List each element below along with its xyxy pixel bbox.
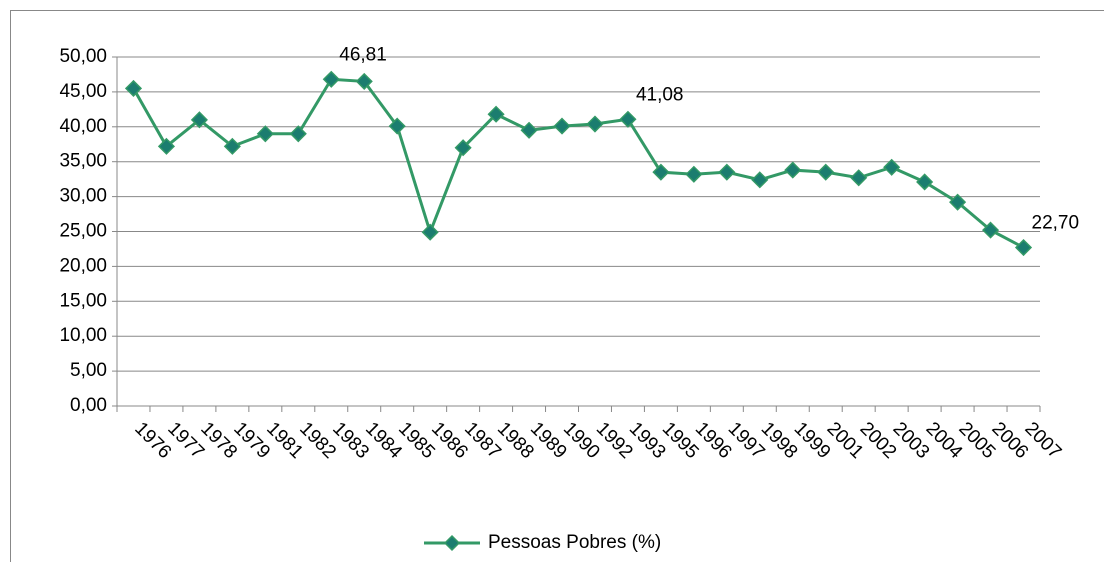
x-tick-label: 2005 (955, 418, 1000, 463)
y-tick-label: 15,00 (59, 290, 107, 311)
y-tick-label: 10,00 (59, 325, 107, 346)
x-tick-label: 1979 (229, 418, 274, 463)
data-point (454, 139, 472, 157)
x-tick-label: 1988 (493, 418, 538, 463)
data-label: 46,81 (339, 44, 387, 65)
legend-marker (443, 534, 461, 552)
data-point (883, 158, 901, 176)
data-point (289, 125, 307, 143)
data-point (949, 193, 967, 211)
x-tick-label: 1995 (658, 418, 703, 463)
data-point (421, 223, 439, 241)
x-tick-label: 2002 (856, 418, 901, 463)
y-tick-label: 50,00 (59, 46, 107, 67)
x-tick-label: 2003 (889, 418, 934, 463)
y-tick-label: 5,00 (70, 360, 107, 381)
x-tick-label: 1990 (559, 418, 604, 463)
x-tick-label: 1984 (361, 418, 406, 463)
data-point (652, 163, 670, 181)
y-tick-label: 45,00 (59, 81, 107, 102)
data-point (751, 171, 769, 189)
data-point (981, 221, 1000, 239)
data-point (1014, 238, 1033, 257)
x-tick-label: 1981 (262, 418, 307, 463)
chart-frame (10, 10, 1104, 562)
x-tick-label: 1999 (790, 418, 835, 463)
data-label: 22,70 (1032, 213, 1080, 234)
data-point (190, 111, 208, 129)
x-tick-label: 2004 (922, 418, 967, 463)
data-point (322, 70, 340, 88)
data-point (223, 137, 241, 155)
data-point (256, 125, 274, 143)
y-tick-label: 20,00 (59, 255, 107, 276)
x-tick-label: 1992 (592, 418, 637, 463)
data-point (586, 115, 604, 133)
y-tick-label: 0,00 (70, 395, 107, 416)
data-point (850, 169, 868, 187)
data-point (487, 105, 505, 123)
x-tick-label: 1977 (163, 418, 208, 463)
data-point (124, 79, 143, 97)
x-tick-label: 1978 (196, 418, 241, 463)
data-label: 41,08 (636, 84, 684, 105)
x-tick-label: 1989 (526, 418, 571, 463)
x-tick-label: 1976 (130, 418, 175, 463)
x-tick-label: 1997 (724, 418, 769, 463)
data-point (718, 163, 736, 181)
data-point (817, 163, 835, 181)
data-point (355, 72, 373, 90)
x-tick-label: 2006 (987, 418, 1032, 463)
data-point (685, 165, 703, 183)
x-tick-label: 1982 (295, 418, 340, 463)
x-tick-label: 2007 (1020, 418, 1065, 463)
x-tick-label: 1993 (625, 418, 670, 463)
x-tick-label: 1985 (394, 418, 439, 463)
data-point (784, 161, 802, 179)
data-point (553, 117, 571, 135)
x-tick-label: 2001 (823, 418, 868, 463)
legend-label: Pessoas Pobres (%) (488, 532, 661, 553)
data-point (619, 110, 637, 128)
y-tick-label: 35,00 (59, 151, 107, 172)
x-tick-label: 1987 (460, 418, 505, 463)
data-point (916, 173, 934, 191)
data-point (388, 117, 406, 135)
y-tick-label: 40,00 (59, 116, 107, 137)
x-tick-label: 1983 (328, 418, 373, 463)
y-tick-label: 30,00 (59, 186, 107, 207)
data-point (520, 121, 538, 139)
x-tick-label: 1996 (691, 418, 736, 463)
data-point (157, 137, 176, 155)
data-line (132, 77, 1025, 249)
x-tick-label: 1998 (757, 418, 802, 463)
y-tick-label: 25,00 (59, 221, 107, 242)
x-tick-label: 1986 (427, 418, 472, 463)
